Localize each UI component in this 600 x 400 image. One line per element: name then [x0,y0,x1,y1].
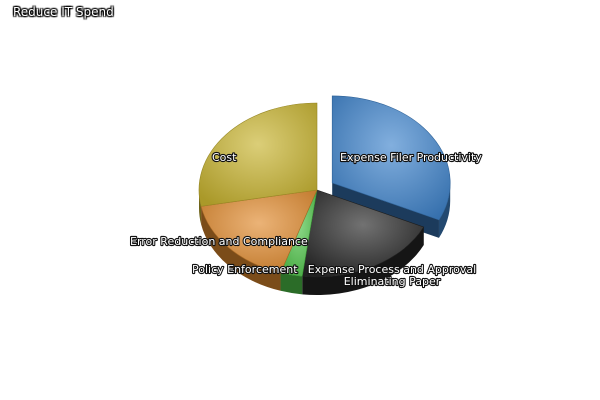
slice-label-expense-filer-productivity: Expense Filer Productivity [340,151,482,164]
slice-side-policy-enforcement [280,272,303,295]
slice-error-reduction-and-compliance[interactable] [200,189,318,274]
slice-expense-process-and-approval-eliminating-paper[interactable] [301,189,425,278]
slice-side-expense-process-and-approval-eliminating-paper [302,227,424,295]
slice-cost[interactable] [198,102,318,207]
slice-side-expense-filer-productivity [438,182,451,238]
chart-title: Reduce IT Spend [13,5,114,19]
slice-side-error-reduction-and-compliance [201,206,281,291]
slice-label-cost: Cost [212,151,237,164]
slice-label-policy-enforcement: Policy Enforcement [192,263,298,276]
slice-expense-filer-productivity[interactable] [331,95,451,221]
slice-label-error-reduction-and-compliance: Error Reduction and Compliance [130,235,308,248]
slice-label-expense-process-and-approval-eliminating-paper: Expense Process and Approval Eliminating … [308,263,476,288]
